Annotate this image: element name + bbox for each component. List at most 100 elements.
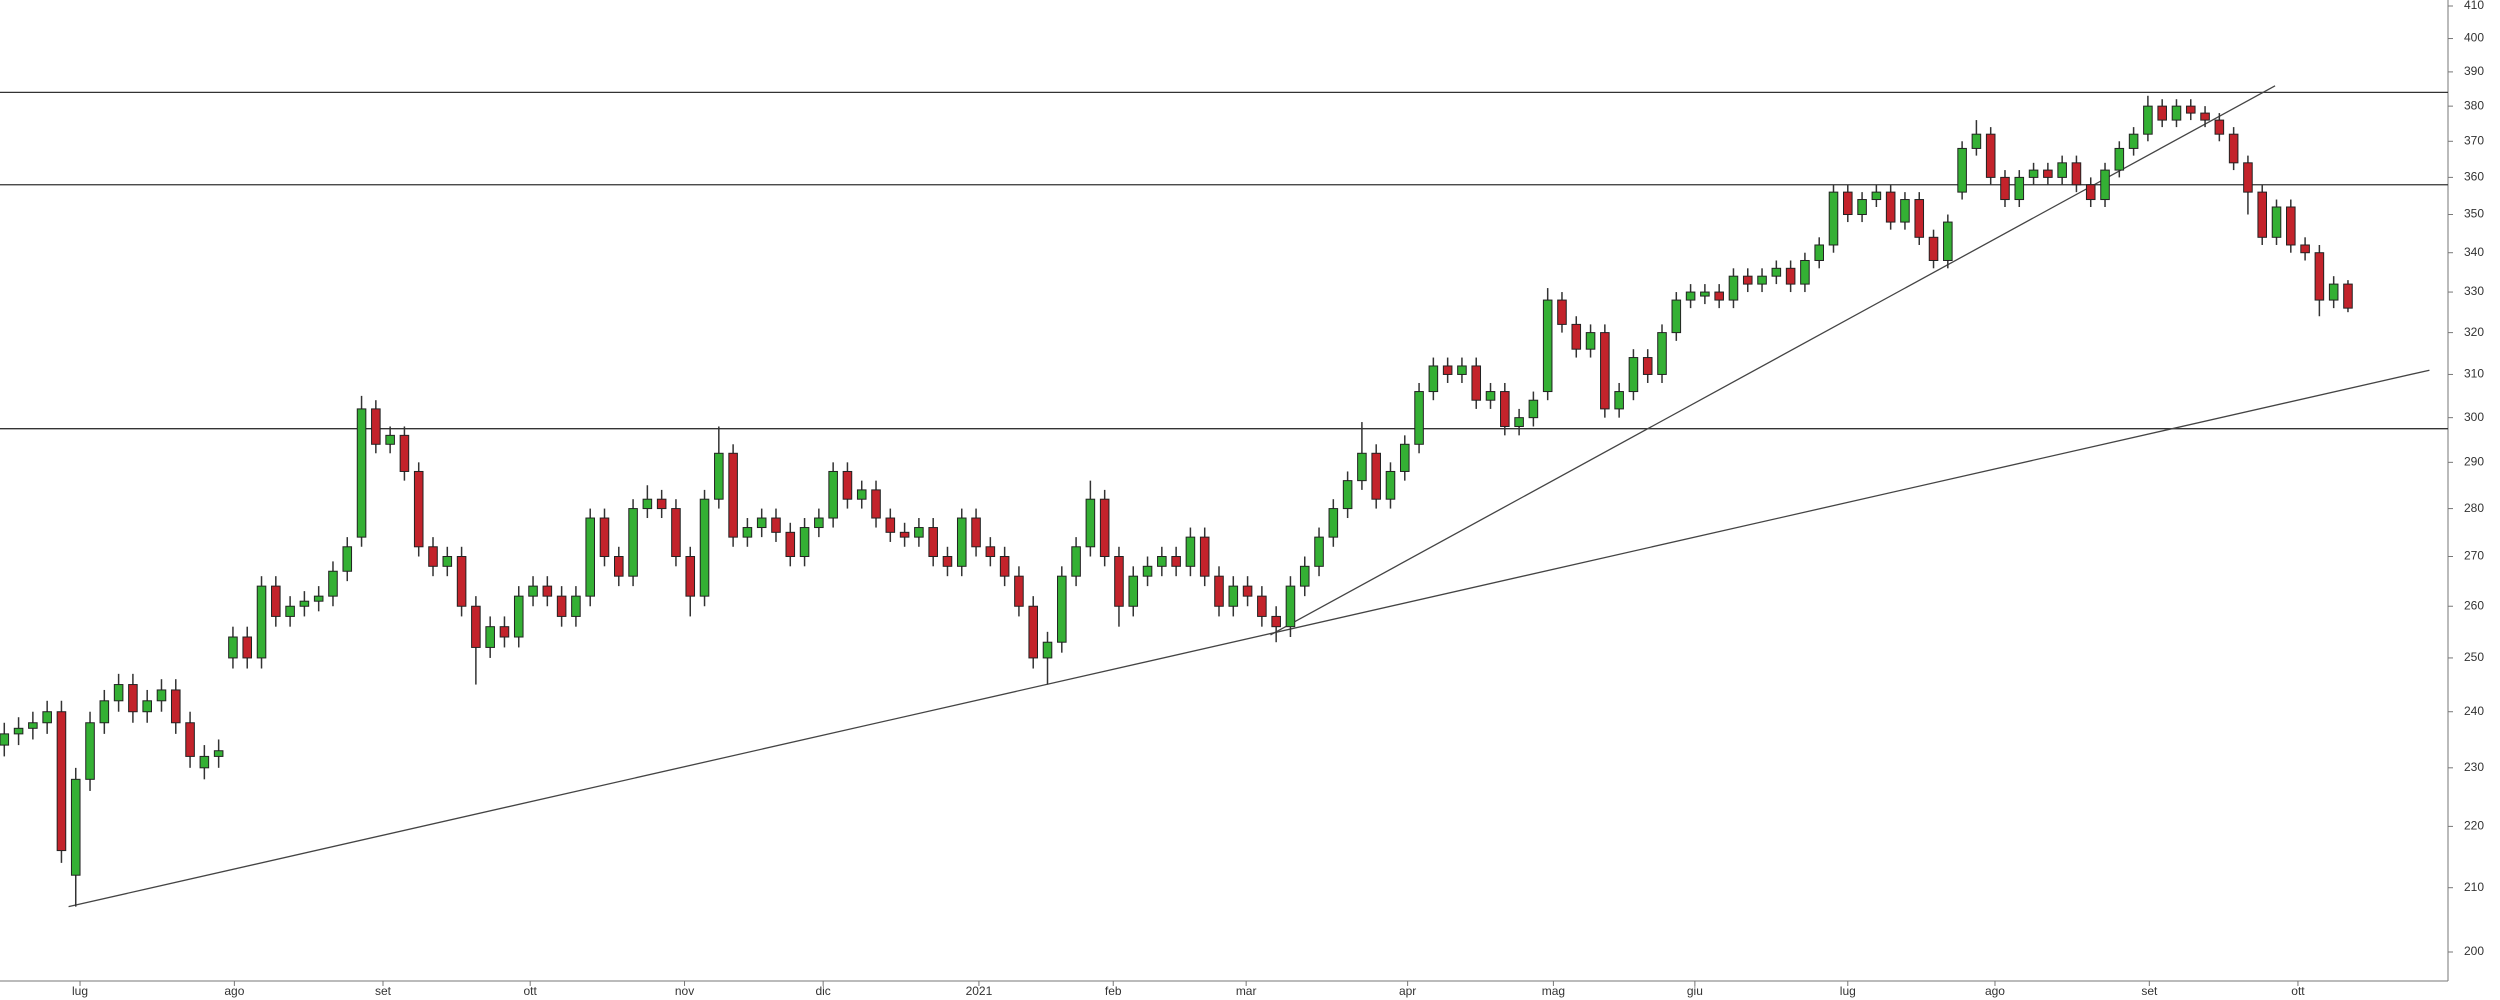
x-tick-label: nov: [675, 984, 694, 998]
candle-body: [1928, 236, 1939, 261]
candle-body: [185, 722, 195, 757]
candle-body: [1214, 575, 1224, 607]
candle-body: [156, 689, 167, 702]
candle-body: [914, 527, 924, 538]
candle-body: [1057, 575, 1067, 643]
candle-body: [1843, 191, 1853, 216]
candle-body: [2200, 112, 2210, 121]
trend-line: [68, 369, 2430, 908]
y-tick-label: 290: [2464, 455, 2484, 469]
candle-body: [2157, 105, 2167, 121]
candle-body: [656, 498, 667, 510]
candle-body: [242, 636, 253, 659]
candle-body: [985, 546, 996, 558]
candle-body: [1771, 267, 1782, 277]
candle-body: [1414, 391, 1424, 445]
candle-body: [2286, 206, 2296, 246]
candle-body: [1457, 365, 1467, 375]
candle-body: [1971, 133, 1982, 149]
candle-body: [1914, 199, 1925, 238]
candle-body: [628, 508, 638, 577]
candle-body: [1442, 365, 1453, 375]
candle-body: [1571, 323, 1582, 350]
candle-body: [2214, 119, 2225, 135]
x-tick-label: feb: [1105, 984, 1122, 998]
candle-body: [1028, 605, 1039, 659]
candle-body: [1542, 299, 1553, 393]
candle-body: [1099, 498, 1110, 558]
y-tick-label: 250: [2464, 650, 2484, 664]
candle-body: [2043, 169, 2053, 178]
candle-body: [1685, 291, 1696, 301]
candle-body: [1228, 585, 1239, 607]
candle-body: [1671, 299, 1682, 334]
candle-body: [1757, 275, 1767, 285]
candle-body: [714, 452, 724, 500]
candle-body: [599, 517, 610, 558]
candle-body: [1642, 357, 1653, 375]
candle-body: [728, 452, 738, 538]
candle-body: [1399, 443, 1410, 472]
candle-body: [1157, 556, 1167, 567]
candle-body: [1014, 575, 1024, 607]
candle-body: [814, 517, 824, 529]
candle-body: [1600, 332, 1610, 410]
candle-body: [1828, 191, 1839, 246]
candle-body: [2028, 169, 2039, 178]
candle-body: [1885, 191, 1896, 223]
candle-body: [1742, 275, 1753, 285]
y-tick-label: 380: [2464, 98, 2484, 112]
y-tick-label: 340: [2464, 245, 2484, 259]
y-tick-label: 390: [2464, 64, 2484, 78]
x-tick-label: lug: [72, 984, 88, 998]
x-tick-label: set: [2141, 984, 2158, 998]
candle-body: [999, 556, 1010, 577]
candle-body: [313, 595, 324, 602]
y-tick-label: 400: [2464, 31, 2484, 45]
candle-body: [2114, 147, 2125, 171]
candle-body: [1514, 417, 1524, 427]
candle-body: [356, 408, 367, 538]
candle-body: [56, 711, 67, 852]
x-tick-label: ott: [2291, 984, 2305, 998]
candle-body: [928, 527, 938, 558]
candle-body: [371, 408, 381, 445]
candle-body: [2000, 176, 2010, 201]
candle-body: [1528, 399, 1539, 419]
y-tick-label: 280: [2464, 501, 2484, 515]
candle-body: [85, 722, 95, 780]
candle-body: [571, 595, 581, 617]
candle-body: [170, 689, 181, 724]
x-tick-label: apr: [1399, 984, 1416, 998]
candle-body: [1314, 536, 1324, 567]
candle-body: [513, 595, 524, 638]
y-tick-label: 220: [2464, 819, 2484, 833]
candle-body: [542, 585, 553, 597]
candle-body: [828, 470, 838, 519]
candle-body: [1371, 452, 1381, 500]
candle-body: [2271, 206, 2282, 238]
candle-body: [1957, 147, 1967, 193]
x-tick-label: set: [375, 984, 392, 998]
candle-body: [142, 700, 152, 713]
candle-body: [956, 517, 967, 567]
trend-line: [1270, 85, 2276, 636]
x-tick-label: lug: [1840, 984, 1856, 998]
candle-body: [756, 517, 767, 529]
candle-body: [471, 605, 481, 648]
x-tick-label: ago: [1985, 984, 2005, 998]
y-tick-label: 240: [2464, 704, 2484, 718]
candle-body: [70, 778, 81, 876]
candle-body: [342, 546, 353, 572]
candle-body: [2300, 244, 2310, 254]
candle-body: [199, 755, 210, 769]
x-tick-label: ago: [224, 984, 244, 998]
candle-body: [971, 517, 981, 548]
y-tick-label: 260: [2464, 598, 2484, 612]
candle-body: [456, 556, 467, 607]
candle-body: [1700, 291, 1710, 297]
candle-body: [2128, 133, 2139, 149]
candle-body: [285, 605, 295, 617]
candle-body: [856, 489, 867, 500]
candle-body: [942, 556, 953, 567]
